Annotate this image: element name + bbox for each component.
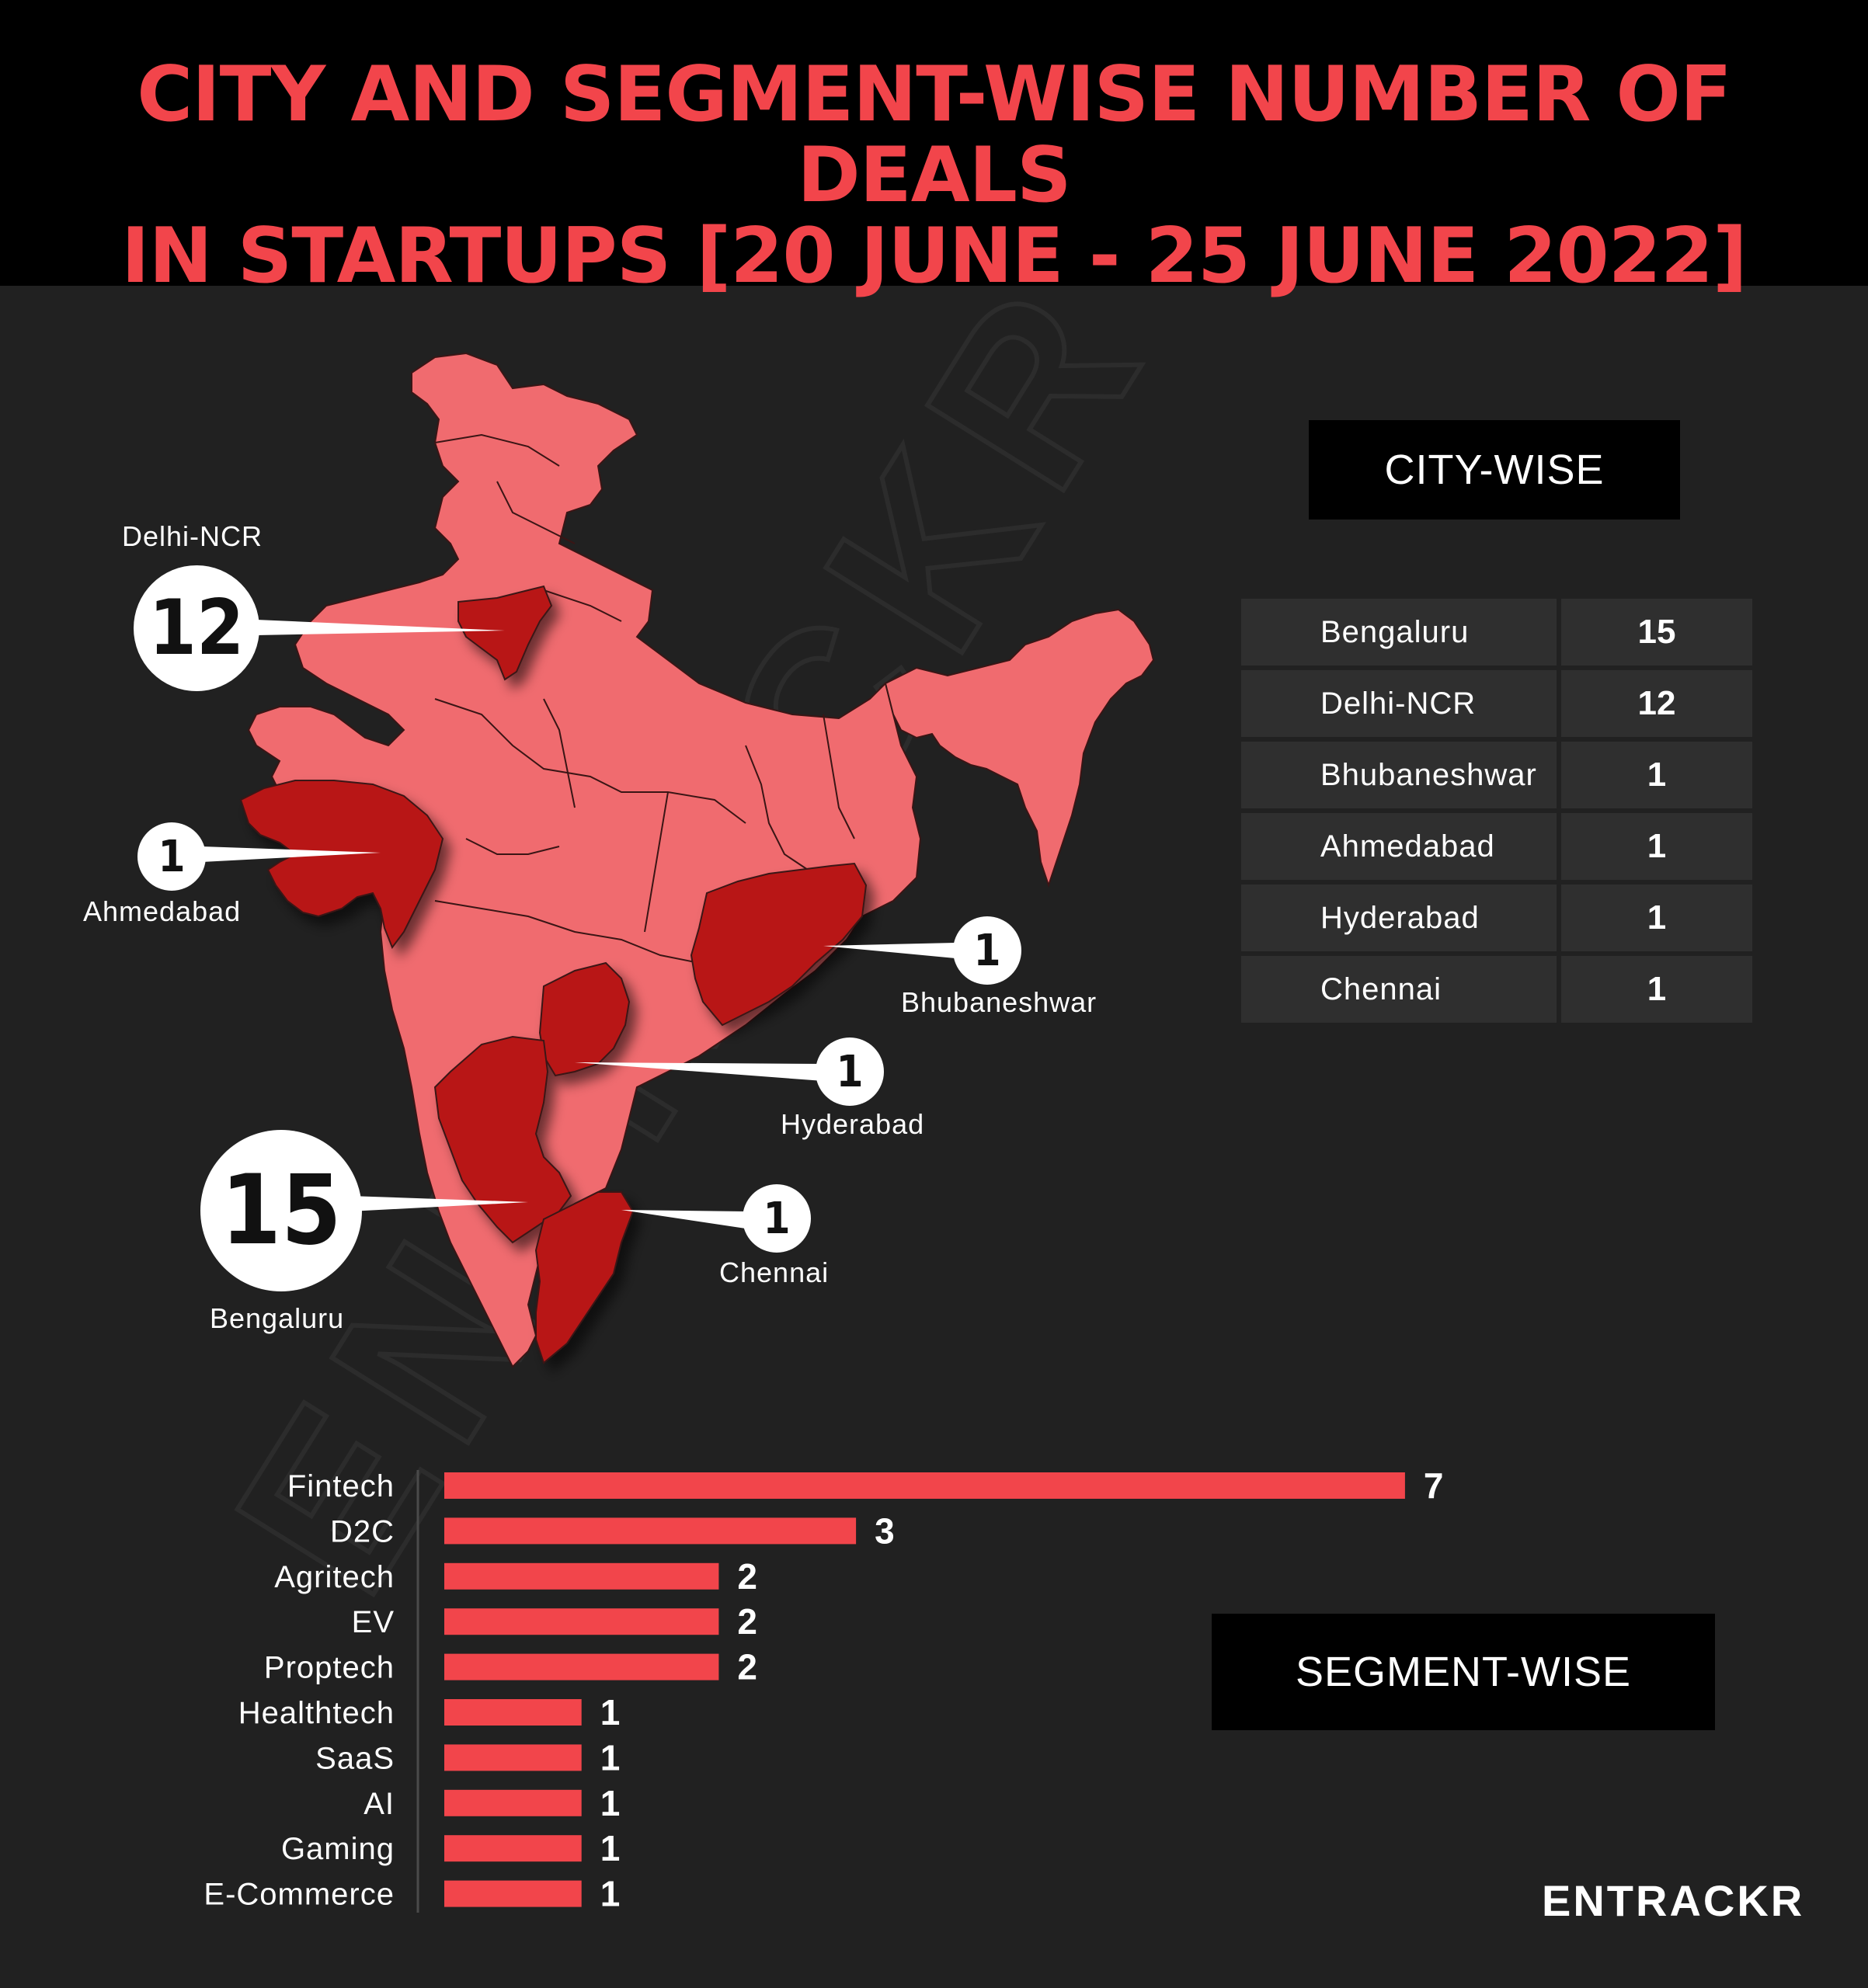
india-map xyxy=(239,352,1155,1368)
city-value-cell: 1 xyxy=(1561,956,1752,1023)
entrackr-logo: ENTRACKR xyxy=(1542,1876,1805,1925)
segment-bar xyxy=(444,1744,582,1771)
segment-category-label: Healthtech xyxy=(238,1696,395,1730)
segment-bar xyxy=(444,1608,719,1635)
leader-bhubaneshwar xyxy=(823,943,955,958)
city-name-cell: Ahmedabad xyxy=(1241,813,1557,880)
state-delhi-haryana xyxy=(457,585,553,681)
city-name-cell: Hyderabad xyxy=(1241,885,1557,951)
leader-ahmedabad xyxy=(202,846,381,862)
callout-label-chennai: Chennai xyxy=(719,1256,830,1288)
segment-bar xyxy=(444,1699,582,1726)
city-value-cell: 12 xyxy=(1561,670,1752,737)
table-row: Hyderabad 1 xyxy=(1241,885,1752,951)
table-row: Bhubaneshwar 1 xyxy=(1241,742,1752,808)
leader-chennai xyxy=(621,1210,746,1229)
segment-category-label: D2C xyxy=(330,1514,395,1548)
callout-bubble-bhubaneshwar: 1 xyxy=(953,916,1021,985)
table-row: Bengaluru 15 xyxy=(1241,599,1752,666)
state-karnataka xyxy=(433,1035,572,1244)
city-wise-title: CITY-WISE xyxy=(1309,420,1680,520)
segment-value-label: 1 xyxy=(600,1828,621,1868)
segment-category-label: AI xyxy=(364,1787,395,1821)
state-odisha xyxy=(690,862,868,1027)
table-row: Delhi-NCR 12 xyxy=(1241,670,1752,737)
segment-bar xyxy=(444,1880,582,1907)
leader-bengaluru xyxy=(350,1196,528,1211)
segment-value-label: 3 xyxy=(875,1510,895,1551)
segment-category-label: E-Commerce xyxy=(203,1878,395,1912)
table-row: Chennai 1 xyxy=(1241,956,1752,1023)
callout-bubble-hyderabad: 1 xyxy=(816,1037,884,1106)
city-value-cell: 1 xyxy=(1561,742,1752,808)
segment-bar xyxy=(444,1562,719,1590)
callout-label-ahmedabad: Ahmedabad xyxy=(83,895,242,927)
segment-value-label: 2 xyxy=(737,1601,757,1642)
city-name-cell: Bhubaneshwar xyxy=(1241,742,1557,808)
segment-value-label: 1 xyxy=(600,1737,621,1778)
title-line-1: CITY AND SEGMENT-WISE NUMBER OF DEALS xyxy=(137,50,1732,220)
city-value-cell: 1 xyxy=(1561,813,1752,880)
segment-category-label: SaaS xyxy=(315,1741,395,1775)
segment-category-label: Fintech xyxy=(287,1469,395,1503)
callout-label-bhubaneshwar: Bhubaneshwar xyxy=(901,986,1097,1018)
segment-value-label: 7 xyxy=(1424,1465,1444,1506)
city-value-cell: 15 xyxy=(1561,599,1752,666)
state-borders xyxy=(434,433,855,964)
callout-bubble-chennai: 1 xyxy=(743,1184,811,1253)
segment-bar xyxy=(444,1789,582,1816)
state-gujarat xyxy=(239,780,444,950)
callout-bubble-bengaluru: 15 xyxy=(200,1130,362,1291)
title-line-2: IN STARTUPS [20 JUNE - 25 JUNE 2022] xyxy=(121,212,1748,301)
segment-category-label: Proptech xyxy=(264,1651,395,1685)
segment-bar xyxy=(444,1472,1405,1499)
page-title: CITY AND SEGMENT-WISE NUMBER OF DEALS IN… xyxy=(0,54,1868,297)
india-northeast xyxy=(884,608,1155,888)
city-name-cell: Chennai xyxy=(1241,956,1557,1023)
segment-bar xyxy=(444,1653,719,1680)
leader-hyderabad xyxy=(575,1062,823,1081)
segment-category-label: EV xyxy=(352,1605,395,1639)
segment-value-label: 1 xyxy=(600,1692,621,1733)
segment-category-label: Gaming xyxy=(281,1832,395,1866)
table-row: Ahmedabad 1 xyxy=(1241,813,1752,880)
segment-bar xyxy=(444,1835,582,1862)
callout-bubble-ahmedabad: 1 xyxy=(137,822,206,891)
segment-wise-title: SEGMENT-WISE xyxy=(1212,1614,1715,1730)
header-band xyxy=(0,0,1868,286)
callout-label-delhi: Delhi-NCR xyxy=(122,520,263,552)
segment-value-label: 2 xyxy=(737,1556,757,1597)
city-value-cell: 1 xyxy=(1561,885,1752,951)
callout-bubble-delhi: 12 xyxy=(134,565,259,691)
segment-value-label: 1 xyxy=(600,1874,621,1914)
segment-value-label: 1 xyxy=(600,1783,621,1823)
segment-value-label: 2 xyxy=(737,1647,757,1687)
india-mainland xyxy=(247,352,922,1368)
callout-label-hyderabad: Hyderabad xyxy=(781,1108,925,1140)
leader-delhi xyxy=(256,620,505,635)
city-name-cell: Bengaluru xyxy=(1241,599,1557,666)
state-tamil-nadu xyxy=(534,1191,635,1364)
segment-category-label: Agritech xyxy=(274,1560,395,1594)
callout-label-bengaluru: Bengaluru xyxy=(210,1302,345,1334)
segment-bar xyxy=(444,1517,857,1545)
city-name-cell: Delhi-NCR xyxy=(1241,670,1557,737)
